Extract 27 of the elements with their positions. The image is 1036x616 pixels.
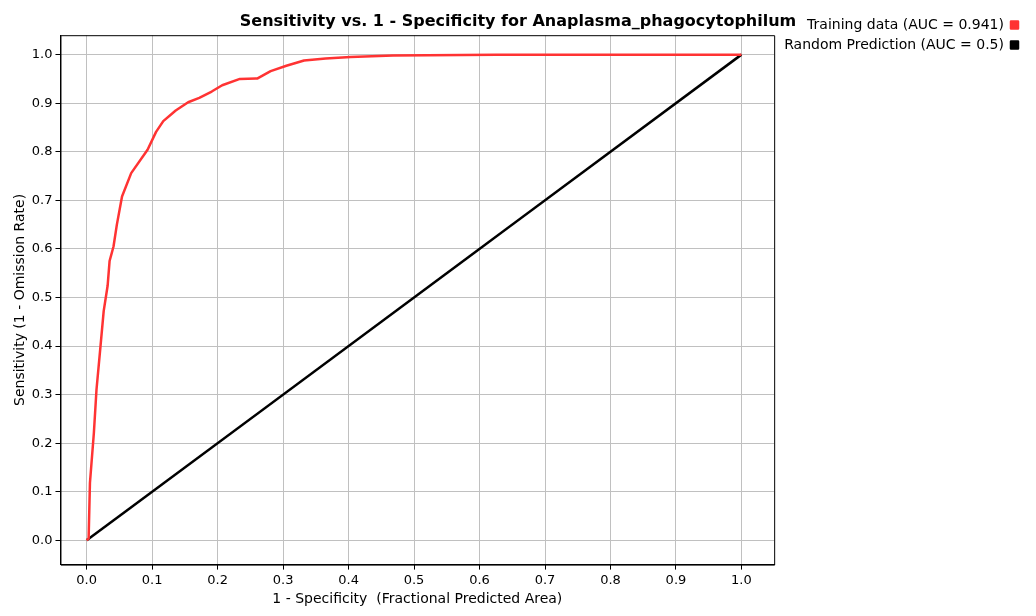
x-tick-label: 1.0 bbox=[731, 571, 752, 587]
y-tick-label: 0.7 bbox=[31, 191, 53, 207]
x-tick-label: 0.3 bbox=[272, 571, 294, 587]
y-tick-label: 0.5 bbox=[31, 288, 53, 304]
x-tick-label: 0.2 bbox=[207, 571, 228, 587]
x-tick-label: 0.7 bbox=[534, 571, 556, 587]
chart-title: Sensitivity vs. 1 - Specificity for Anaplasma_phagocytophilum bbox=[239, 10, 797, 30]
x-axis-title: 1 - Specificity (Fractional Predicted Area) bbox=[272, 590, 563, 607]
y-tick-label: 1.0 bbox=[31, 46, 53, 61]
x-tick-label: 0.1 bbox=[141, 571, 163, 587]
x-tick-label: 0.9 bbox=[665, 571, 687, 587]
y-tick-label: 0.3 bbox=[31, 385, 53, 401]
y-tick-label: 0.8 bbox=[31, 143, 53, 159]
y-axis-title: Sensitivity (1 - Omission Rate) bbox=[11, 193, 28, 406]
y-tick-label: 0.1 bbox=[31, 483, 53, 499]
x-tick-label: 0.5 bbox=[403, 571, 425, 587]
y-tick-label: 0.9 bbox=[31, 94, 53, 110]
y-tick-label: 0.0 bbox=[31, 531, 53, 547]
x-tick-label: 0.0 bbox=[76, 571, 98, 587]
x-tick-label: 0.4 bbox=[338, 571, 359, 587]
x-tick-label: 0.6 bbox=[469, 571, 490, 587]
legend-label: Training data (AUC = 0.941) bbox=[806, 15, 1004, 32]
y-tick-label: 0.6 bbox=[31, 240, 53, 256]
y-tick-label: 0.2 bbox=[31, 434, 53, 450]
y-tick-label: 0.4 bbox=[31, 337, 53, 353]
x-tick-label: 0.8 bbox=[600, 571, 621, 587]
legend-label: Random Prediction (AUC = 0.5) bbox=[784, 35, 1004, 52]
